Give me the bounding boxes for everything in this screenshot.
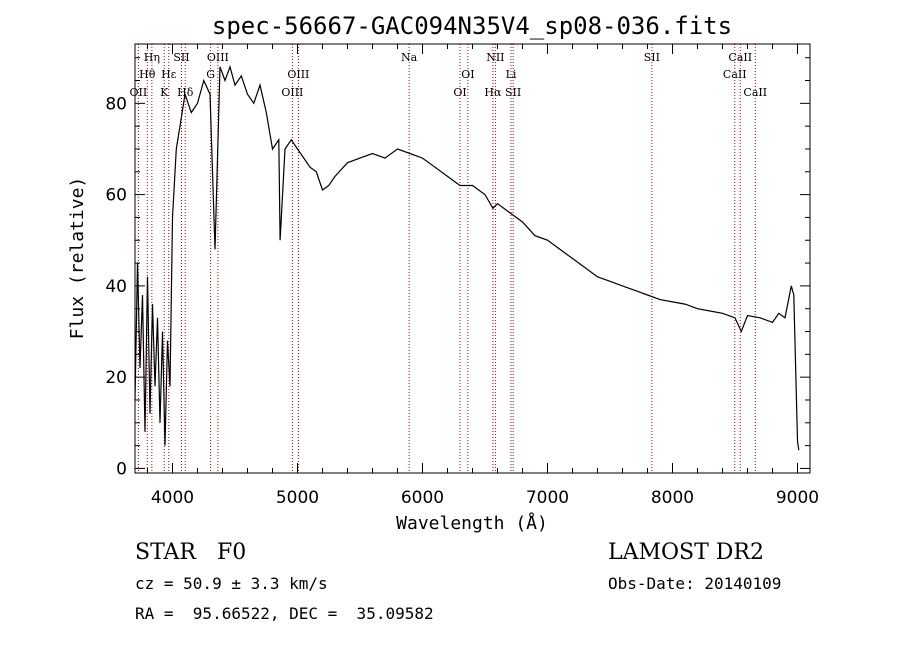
line-label: CaII xyxy=(728,51,752,64)
y-tick-label: 60 xyxy=(105,186,127,206)
y-axis-label: Flux (relative) xyxy=(67,177,88,340)
line-label: OIII xyxy=(281,86,303,99)
observation-date: Obs-Date: 20140109 xyxy=(608,574,782,593)
line-label: SII xyxy=(173,51,189,64)
y-tick-label: 80 xyxy=(105,94,127,114)
line-label: K xyxy=(160,86,169,99)
coordinates: RA = 95.66522, DEC = 35.09582 xyxy=(135,604,434,623)
line-label: SII xyxy=(505,86,521,99)
line-label: OIII xyxy=(287,68,309,81)
line-label: Hθ xyxy=(139,68,156,81)
spectral-line-markers xyxy=(137,44,756,473)
x-tick-label: 5000 xyxy=(276,488,319,508)
x-tick-label: 4000 xyxy=(151,488,194,508)
x-tick-label: 7000 xyxy=(526,488,569,508)
line-label: G xyxy=(206,68,215,81)
line-label: Hη xyxy=(144,51,160,64)
x-tick-label: 9000 xyxy=(776,488,819,508)
line-label: NII xyxy=(486,51,504,64)
object-type: STAR F0 xyxy=(135,540,247,565)
line-label: SII xyxy=(644,51,660,64)
spectral-line-labels: Hη Hθ OII Hε K SII Hδ OIII G OIII OIII Na OI OI NII Hα L… xyxy=(130,51,768,99)
line-label: OII xyxy=(130,86,148,99)
line-label: CaII xyxy=(743,86,767,99)
y-tick-label: 20 xyxy=(105,368,127,388)
x-tick-label: 6000 xyxy=(401,488,444,508)
line-label: CaII xyxy=(723,68,747,81)
line-label: Na xyxy=(401,51,418,64)
x-axis-label: Wavelength (Å) xyxy=(396,512,548,534)
spectrum-line xyxy=(134,64,800,451)
x-axis-ticks: 4000 5000 6000 7000 8000 9000 xyxy=(147,44,819,508)
y-tick-label: 0 xyxy=(116,459,127,479)
x-tick-label: 8000 xyxy=(651,488,694,508)
chart-title: spec-56667-GAC094N35V4_sp08-036.fits xyxy=(212,12,732,40)
plot-frame xyxy=(134,43,811,474)
line-label: OI xyxy=(461,68,474,81)
survey-name: LAMOST DR2 xyxy=(608,540,764,565)
line-label: OI xyxy=(453,86,466,99)
redshift-velocity: cz = 50.9 ± 3.3 km/s xyxy=(135,574,328,593)
y-tick-label: 40 xyxy=(105,277,127,297)
y-axis-ticks: 0 20 40 60 80 xyxy=(105,57,810,479)
line-label: OIII xyxy=(207,51,229,64)
line-label: Li xyxy=(506,68,517,81)
line-label: Hε xyxy=(161,68,177,81)
line-label: Hα xyxy=(484,86,502,99)
line-label: Hδ xyxy=(177,86,194,99)
